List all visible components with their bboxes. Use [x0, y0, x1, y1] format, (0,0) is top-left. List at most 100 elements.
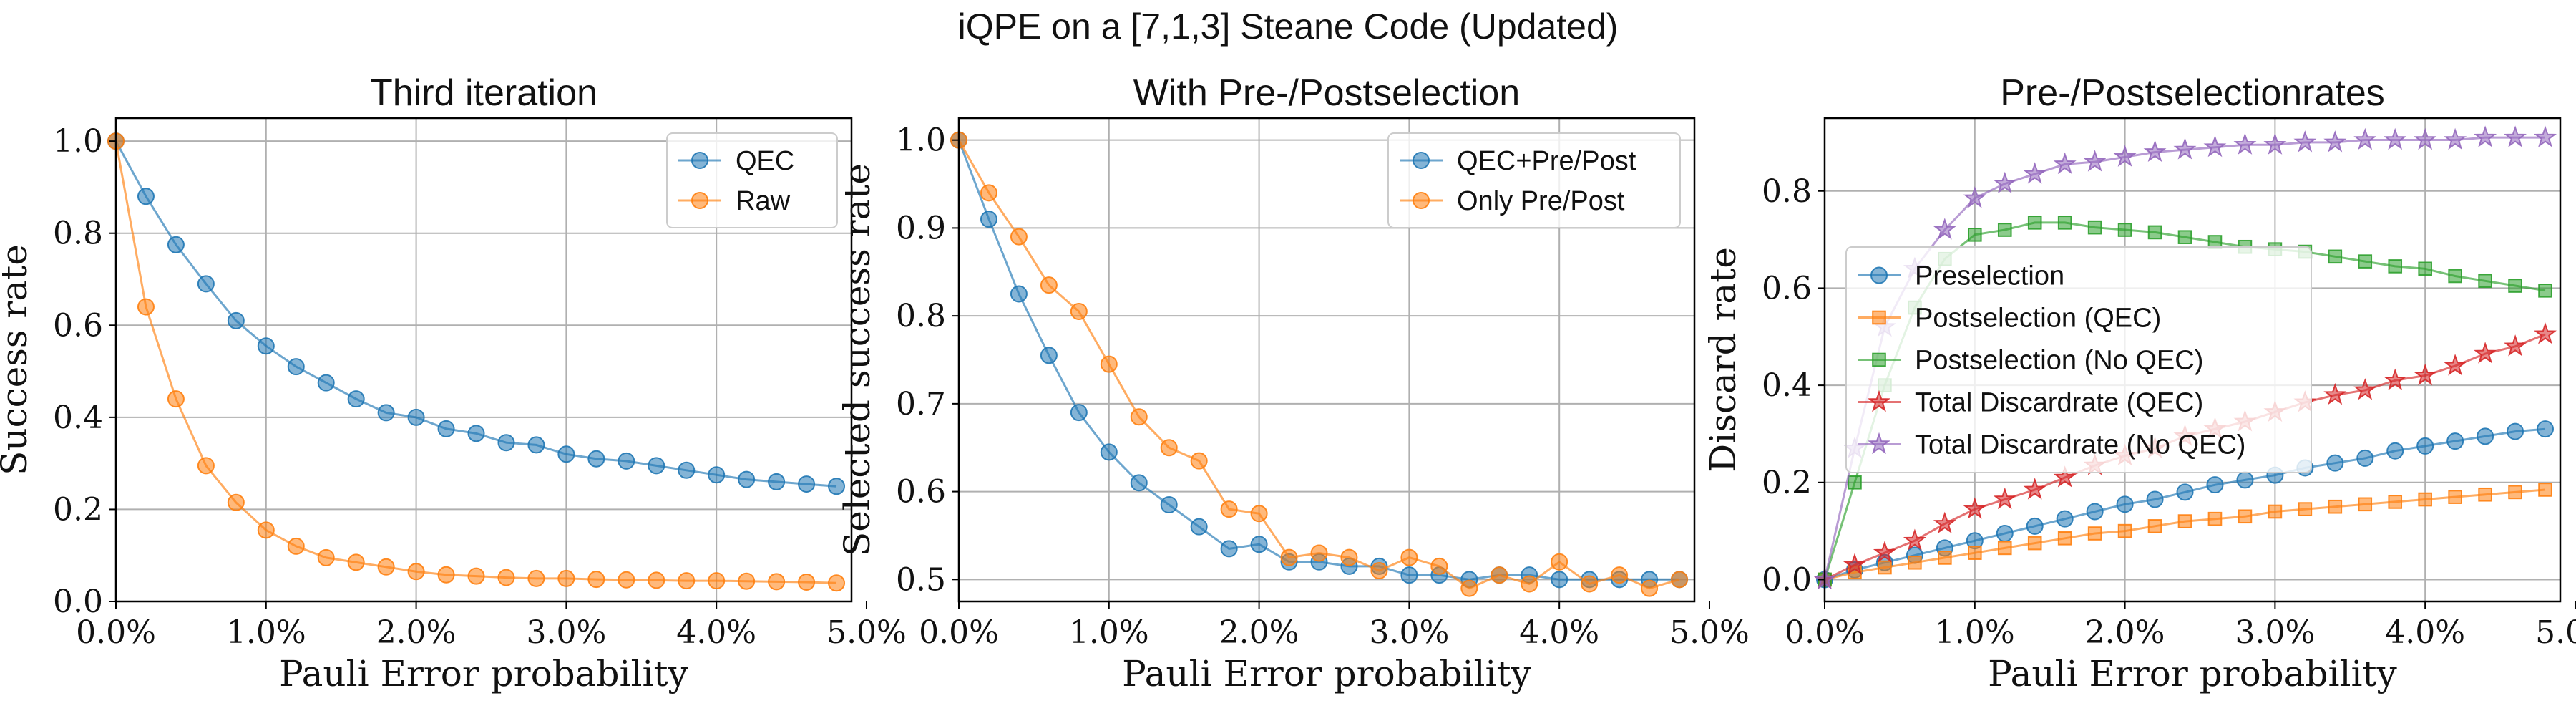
- data-point: [2477, 427, 2494, 445]
- x-tick-label: 3.0%: [526, 614, 606, 651]
- data-point: [2147, 225, 2162, 240]
- data-point: [2353, 127, 2377, 150]
- data-point: [1551, 553, 1568, 571]
- data-point: [2448, 268, 2462, 284]
- data-point: [2444, 127, 2467, 150]
- x-tick-label: 0.0%: [919, 614, 999, 651]
- legend-box: [666, 132, 838, 228]
- data-point: [407, 408, 425, 426]
- data-point: [2177, 230, 2192, 245]
- data-point: [1400, 548, 1418, 566]
- series-postselection-qec: [1818, 483, 2552, 587]
- data-point: [2298, 502, 2313, 516]
- legend-marker: [1872, 310, 1886, 325]
- x-axis-label: Pauli Error probability: [1122, 653, 1531, 695]
- y-tick-label: 0.8: [53, 216, 103, 252]
- x-axis-label: Pauli Error probability: [1988, 653, 2397, 695]
- data-point: [467, 567, 485, 585]
- data-point: [1581, 575, 1599, 593]
- data-point: [2173, 137, 2197, 160]
- data-point: [2358, 254, 2373, 268]
- x-tick-label: 0.0%: [76, 614, 156, 651]
- series-qec: [107, 132, 846, 495]
- data-point: [828, 574, 846, 592]
- data-point: [1280, 548, 1298, 566]
- data-point: [2448, 490, 2462, 504]
- data-point: [1250, 505, 1268, 523]
- y-tick-label: 0.8: [896, 298, 946, 334]
- data-point: [2147, 519, 2162, 533]
- x-tick-label: 1.0%: [1069, 614, 1149, 651]
- y-tick-label: 0.4: [1762, 367, 1812, 404]
- data-point: [287, 358, 305, 376]
- data-point: [257, 521, 275, 539]
- data-point: [2206, 476, 2224, 494]
- legend-marker: [1413, 152, 1430, 169]
- y-tick-label: 0.5: [896, 561, 946, 598]
- legend-marker: [1413, 192, 1430, 209]
- y-tick-label: 0.2: [53, 491, 103, 528]
- data-point: [2146, 490, 2164, 508]
- x-tick-label: 3.0%: [2235, 614, 2315, 651]
- data-point: [437, 566, 455, 584]
- data-point: [197, 275, 215, 293]
- data-point: [2113, 145, 2137, 167]
- data-point: [2117, 223, 2132, 237]
- data-point: [2414, 363, 2437, 386]
- x-tick-label: 0.0%: [1785, 614, 1865, 651]
- data-point: [377, 404, 395, 422]
- data-point: [2353, 378, 2377, 400]
- legend-entry: Total Discardrate (No QEC): [1915, 430, 2245, 460]
- data-point: [1010, 228, 1028, 246]
- data-point: [1843, 553, 1866, 575]
- data-point: [347, 390, 365, 408]
- data-point: [2053, 465, 2077, 488]
- data-point: [648, 457, 665, 475]
- data-point: [377, 558, 395, 576]
- data-point: [2444, 354, 2467, 376]
- data-point: [1220, 540, 1238, 558]
- data-point: [1010, 285, 1028, 303]
- y-tick-label: 0.6: [53, 307, 103, 344]
- data-point: [1908, 555, 1922, 570]
- data-point: [2416, 437, 2434, 455]
- data-point: [2083, 150, 2107, 172]
- data-point: [708, 466, 726, 484]
- data-point: [1997, 223, 2012, 237]
- legend-entry: QEC+Pre/Post: [1457, 146, 1636, 176]
- panel-title: Third iteration: [370, 72, 597, 114]
- data-point: [2478, 274, 2492, 289]
- data-point: [1040, 347, 1058, 364]
- legend-marker: [1867, 432, 1891, 455]
- data-point: [2023, 478, 2046, 500]
- data-point: [2236, 471, 2254, 489]
- data-point: [1491, 566, 1508, 584]
- data-point: [2358, 497, 2373, 512]
- data-point: [1430, 557, 1448, 575]
- data-point: [2053, 152, 2077, 175]
- data-point: [467, 425, 485, 442]
- series-raw: [107, 132, 846, 592]
- data-point: [648, 571, 665, 589]
- y-tick-label: 0.7: [896, 386, 946, 422]
- data-point: [1190, 518, 1208, 536]
- data-point: [1967, 228, 1982, 242]
- data-point: [2023, 162, 2046, 184]
- data-point: [2418, 261, 2432, 276]
- series-only-pre-post: [950, 131, 1689, 597]
- y-tick-label: 0.6: [1762, 270, 1812, 306]
- data-point: [618, 571, 635, 589]
- x-tick-label: 2.0%: [1219, 614, 1299, 651]
- data-point: [2056, 510, 2074, 528]
- data-point: [798, 574, 816, 591]
- data-point: [2533, 125, 2557, 147]
- data-point: [2534, 322, 2557, 344]
- data-point: [678, 461, 696, 479]
- data-point: [2384, 368, 2407, 390]
- data-point: [1996, 525, 2014, 543]
- data-point: [527, 569, 545, 587]
- legend-marker: [1867, 390, 1891, 412]
- data-point: [557, 569, 575, 587]
- data-point: [2238, 509, 2253, 524]
- data-point: [1040, 276, 1058, 294]
